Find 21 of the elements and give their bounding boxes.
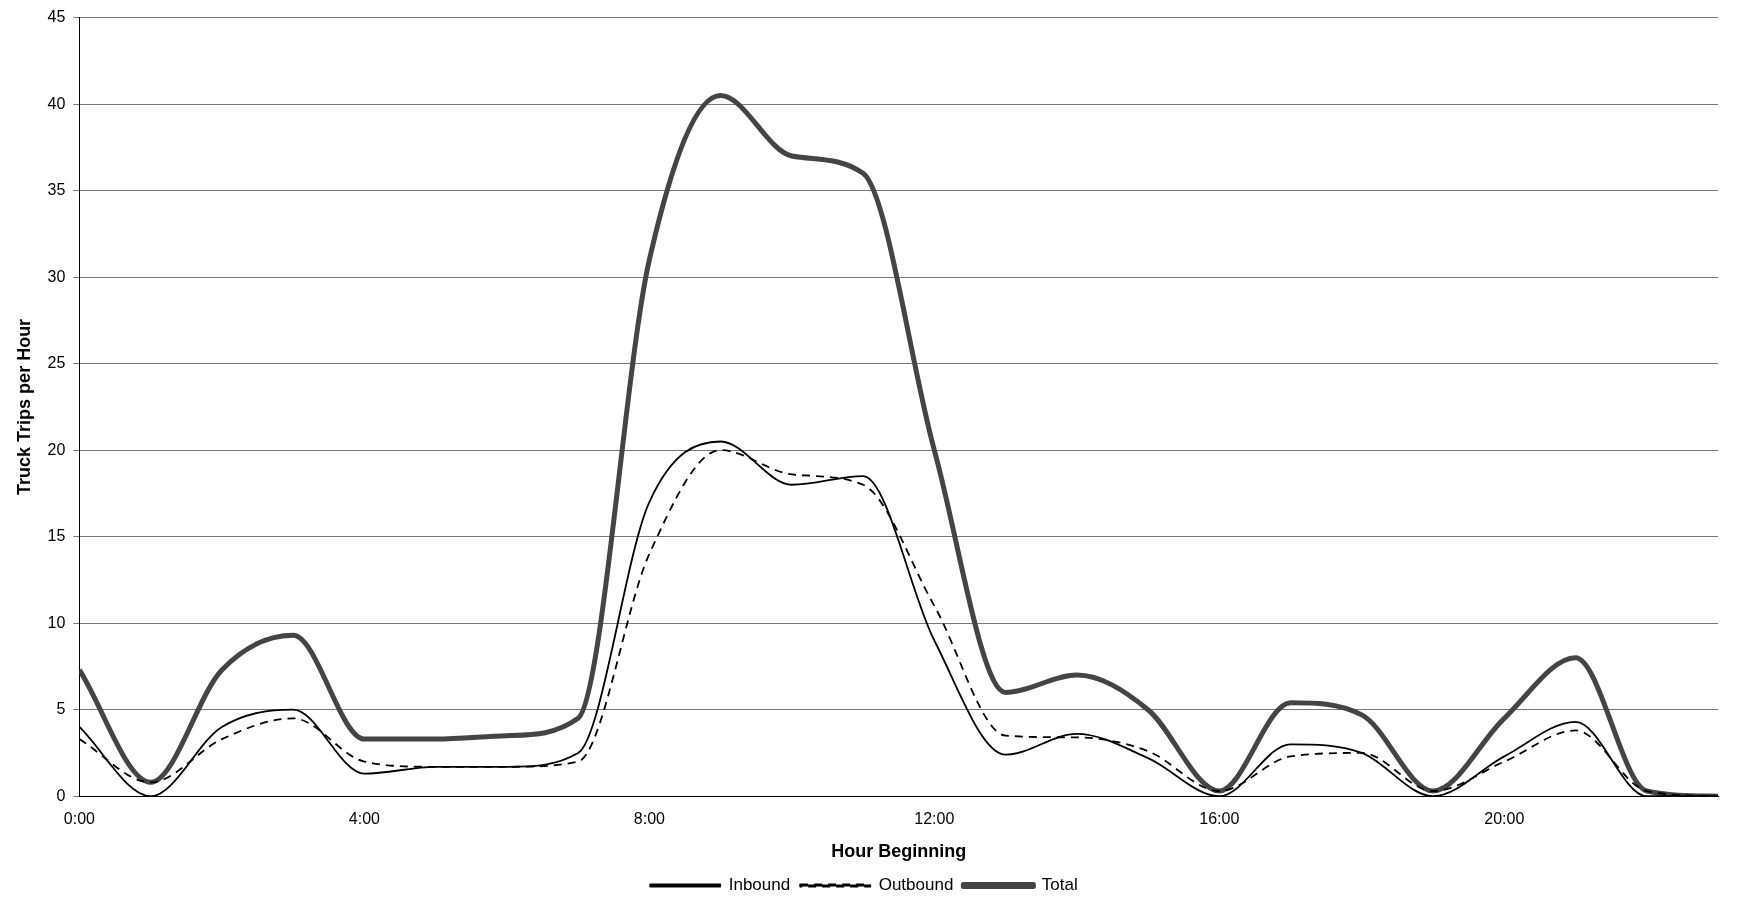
y-tick-label: 25 [47,354,66,372]
y-tick-label: 15 [47,527,66,545]
x-tick-label: 8:00 [633,810,666,828]
y-tick-label: 45 [47,8,66,26]
y-tick-label: 20 [47,440,66,458]
y-tick-label: 35 [47,181,66,199]
x-tick-label: 20:00 [1484,810,1525,828]
x-tick-label: 4:00 [348,810,381,828]
legend-label: Outbound [878,875,954,895]
legend-label: Total [1041,875,1078,895]
x-tick-label: 12:00 [914,810,955,828]
legend-label: Inbound [728,875,791,895]
y-tick-label: 0 [56,786,66,804]
y-tick-label: 30 [47,267,66,285]
x-axis-title: Hour Beginning [831,841,967,862]
y-tick-label: 5 [56,700,66,718]
x-tick-label: 16:00 [1199,810,1240,828]
x-tick-label: 0:00 [63,810,96,828]
y-tick-label: 40 [47,94,66,112]
y-tick-label: 10 [47,613,66,631]
y-axis-title: Truck Trips per Hour [13,318,34,495]
